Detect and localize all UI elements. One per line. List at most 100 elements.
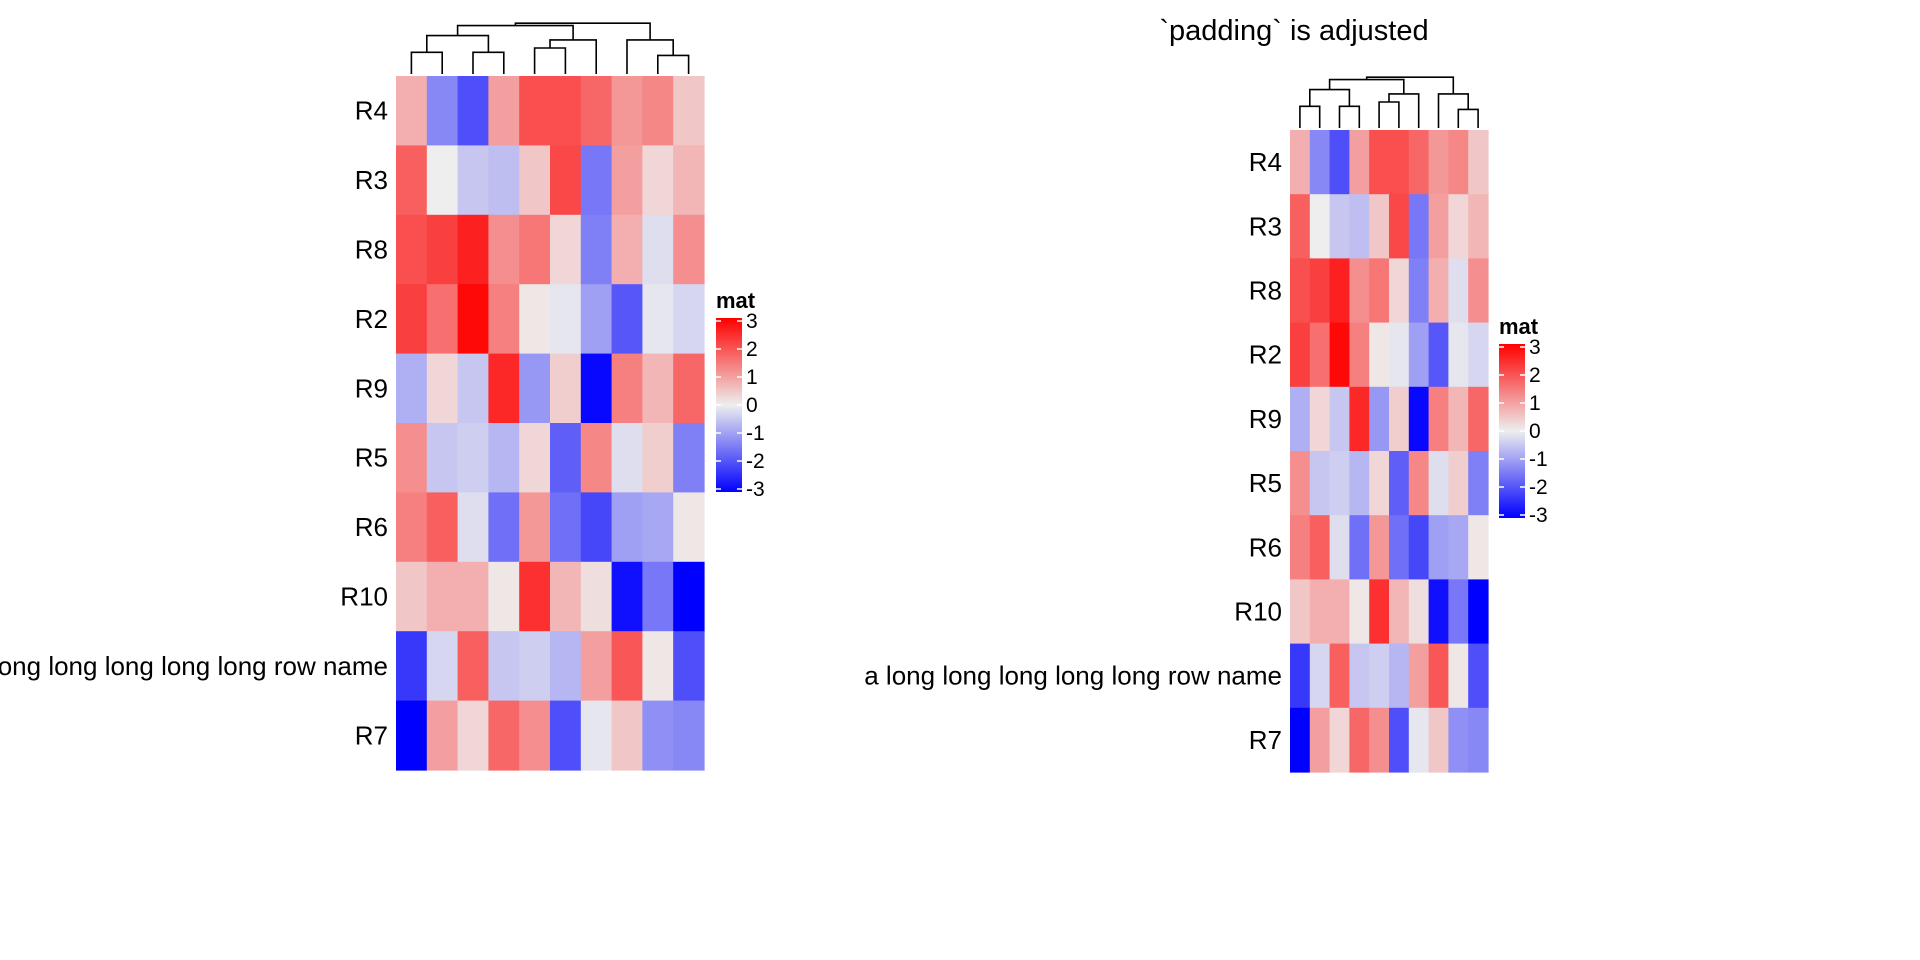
heatmap-cell	[1369, 515, 1390, 580]
heatmap-cell	[1389, 579, 1410, 645]
heatmap-cell	[611, 561, 643, 632]
dendrogram-branch	[1328, 78, 1405, 94]
row-label: R7	[1249, 725, 1282, 755]
heatmap-cell	[642, 353, 674, 424]
heatmap-cell	[457, 284, 489, 355]
heatmap-cell	[488, 423, 520, 493]
dendrogram-branch	[1309, 88, 1351, 107]
heatmap-cell	[426, 76, 459, 146]
heatmap-cell	[673, 631, 705, 702]
heatmap-cell	[1408, 194, 1430, 259]
heatmap-cell	[1448, 579, 1469, 645]
heatmap-cell	[1349, 643, 1370, 709]
row-label: R3	[355, 165, 388, 195]
heatmap-cell	[1389, 194, 1410, 259]
heatmap-cell	[1329, 643, 1350, 709]
heatmap-cells	[396, 76, 705, 771]
heatmap-cell	[673, 700, 705, 771]
heatmap-cell	[550, 423, 582, 493]
heatmap-cell	[580, 423, 613, 493]
heatmap-cell	[673, 284, 705, 355]
heatmap-cell	[1428, 322, 1449, 388]
heatmap-cell	[488, 492, 520, 563]
heatmap-cell	[1309, 322, 1331, 388]
heatmap-cell	[1290, 194, 1311, 259]
heatmap-cell	[1448, 515, 1469, 580]
heatmap-cell	[1309, 515, 1331, 580]
heatmap-cell	[1309, 707, 1331, 773]
legend-tick-label: -3	[746, 478, 765, 501]
row-label: R5	[1249, 468, 1282, 498]
heatmap-cell	[550, 353, 582, 424]
heatmap-cell	[1329, 451, 1350, 516]
heatmap-cell	[1329, 579, 1350, 645]
heatmap-cell	[1309, 643, 1331, 709]
heatmap-cell	[1309, 258, 1331, 324]
heatmap-cell	[1408, 579, 1430, 645]
heatmap-cell	[1428, 643, 1449, 709]
heatmap-cell	[1468, 194, 1489, 259]
heatmap-cell	[396, 353, 428, 424]
heatmap-cell	[1428, 386, 1449, 452]
heatmap-cell	[1290, 579, 1311, 645]
heatmap-cell	[1428, 707, 1449, 773]
heatmap-cell	[457, 214, 489, 285]
heatmap-cell	[1329, 258, 1350, 324]
heatmap-cell	[1389, 451, 1410, 516]
legend-tick-label: -1	[746, 422, 765, 445]
heatmap-cell	[1448, 643, 1469, 709]
heatmap-cell	[1329, 322, 1350, 388]
heatmap-cell	[519, 353, 551, 424]
heatmap-cell	[1408, 515, 1430, 580]
heatmap-cell	[642, 492, 674, 563]
heatmap-cell	[426, 700, 459, 771]
heatmap-cell	[457, 492, 489, 563]
heatmap-cell	[673, 492, 705, 563]
heatmap-cell	[1329, 386, 1350, 452]
heatmap-cell	[642, 145, 674, 216]
heatmap-cell	[1468, 515, 1489, 580]
dendrogram-branch	[1338, 105, 1361, 128]
heatmap-cell	[580, 284, 613, 355]
heatmap-cell	[611, 353, 643, 424]
row-label: R6	[1249, 532, 1282, 562]
legend-title: mat	[1499, 314, 1539, 339]
heatmap-cell	[1349, 579, 1370, 645]
heatmap-cell	[1309, 579, 1331, 645]
dendrogram-branch	[533, 47, 567, 74]
heatmap-cell	[519, 145, 551, 216]
legend-tick-label: 0	[746, 394, 758, 417]
heatmap-cell	[1290, 643, 1311, 709]
legend-tick-label: 2	[746, 338, 758, 361]
heatmap-panel-left: R4 R3 R8 R2 R9 R5 R6 R10 a long long long long l…	[0, 22, 765, 771]
heatmap-cell	[1369, 579, 1390, 645]
heatmap-cell	[1349, 322, 1370, 388]
heatmap-cell	[1468, 579, 1489, 645]
heatmap-cell	[550, 214, 582, 285]
dendrogram-branch	[1388, 93, 1420, 128]
heatmap-cell	[396, 76, 428, 146]
heatmap-cell	[1369, 707, 1390, 773]
heatmap-cell	[519, 631, 551, 702]
heatmap-cell	[1428, 579, 1449, 645]
dendrogram-branch	[472, 51, 505, 74]
heatmap-cell	[642, 561, 674, 632]
heatmap-cell	[426, 145, 459, 216]
heatmap-cell	[1428, 130, 1449, 195]
heatmap-cell	[642, 423, 674, 493]
heatmap-cell	[1408, 258, 1430, 324]
dendrogram-branch	[626, 39, 674, 74]
dendrogram-branch	[549, 39, 597, 74]
heatmap-cell	[642, 214, 674, 285]
heatmap-cell	[550, 492, 582, 563]
heatmap-cell	[580, 492, 613, 563]
heatmap-cell	[1448, 451, 1469, 516]
heatmap-cell	[519, 284, 551, 355]
heatmap-cell	[1448, 130, 1469, 195]
legend-tick-label: 3	[746, 310, 758, 333]
heatmap-cell	[580, 561, 613, 632]
column-dendrogram	[1299, 76, 1479, 128]
heatmap-cell	[1290, 515, 1311, 580]
